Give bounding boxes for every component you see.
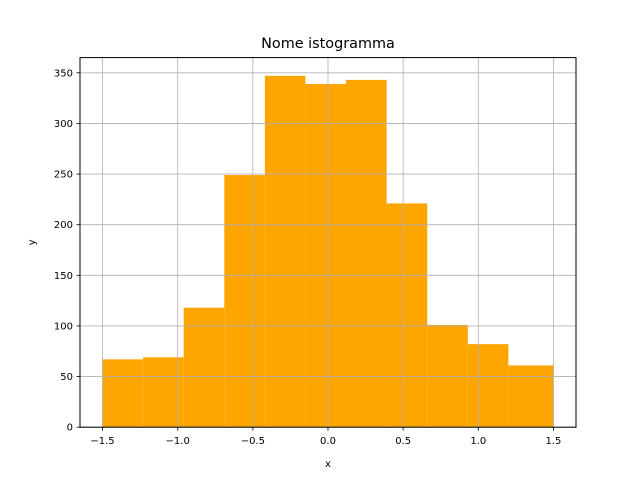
x-tick-label: 1.0 bbox=[470, 436, 486, 447]
histogram-bar bbox=[508, 365, 554, 428]
x-tick-label: −1.0 bbox=[166, 436, 190, 447]
chart-title: Nome istogramma bbox=[261, 36, 395, 52]
histogram-bar bbox=[346, 79, 387, 428]
y-axis-label: y bbox=[27, 239, 38, 245]
histogram-bar bbox=[467, 344, 509, 428]
histogram-bar bbox=[386, 203, 428, 428]
y-tick-label: 100 bbox=[54, 321, 73, 332]
histogram-bar bbox=[305, 83, 347, 428]
histogram-bar bbox=[224, 175, 265, 428]
histogram-bar bbox=[183, 307, 225, 428]
x-tick-label: 1.5 bbox=[546, 436, 562, 447]
x-axis-label: x bbox=[325, 459, 331, 470]
y-tick-label: 350 bbox=[54, 68, 73, 79]
histogram-bar bbox=[102, 359, 144, 428]
x-tick-label: 0.0 bbox=[320, 436, 336, 447]
y-tick-label: 300 bbox=[54, 119, 73, 130]
histogram-bar bbox=[264, 75, 306, 428]
bars-layer bbox=[102, 75, 554, 428]
histogram-bar bbox=[427, 324, 468, 428]
histogram-bar bbox=[143, 357, 184, 428]
y-tick-label: 200 bbox=[54, 220, 73, 231]
y-tick-label: 0 bbox=[67, 423, 73, 434]
x-tick-label: −1.5 bbox=[90, 436, 114, 447]
y-tick-label: 250 bbox=[54, 170, 73, 181]
x-tick-label: 0.5 bbox=[395, 436, 411, 447]
ticks-layer: −1.5 −1.0 −0.5 0.0 0.5 1.0 1.5 0 50 100 150 200 250 3… bbox=[54, 68, 562, 447]
x-tick-label: −0.5 bbox=[241, 436, 265, 447]
y-tick-label: 150 bbox=[54, 271, 73, 282]
grid-layer bbox=[80, 57, 576, 428]
y-tick-label: 50 bbox=[60, 372, 73, 383]
